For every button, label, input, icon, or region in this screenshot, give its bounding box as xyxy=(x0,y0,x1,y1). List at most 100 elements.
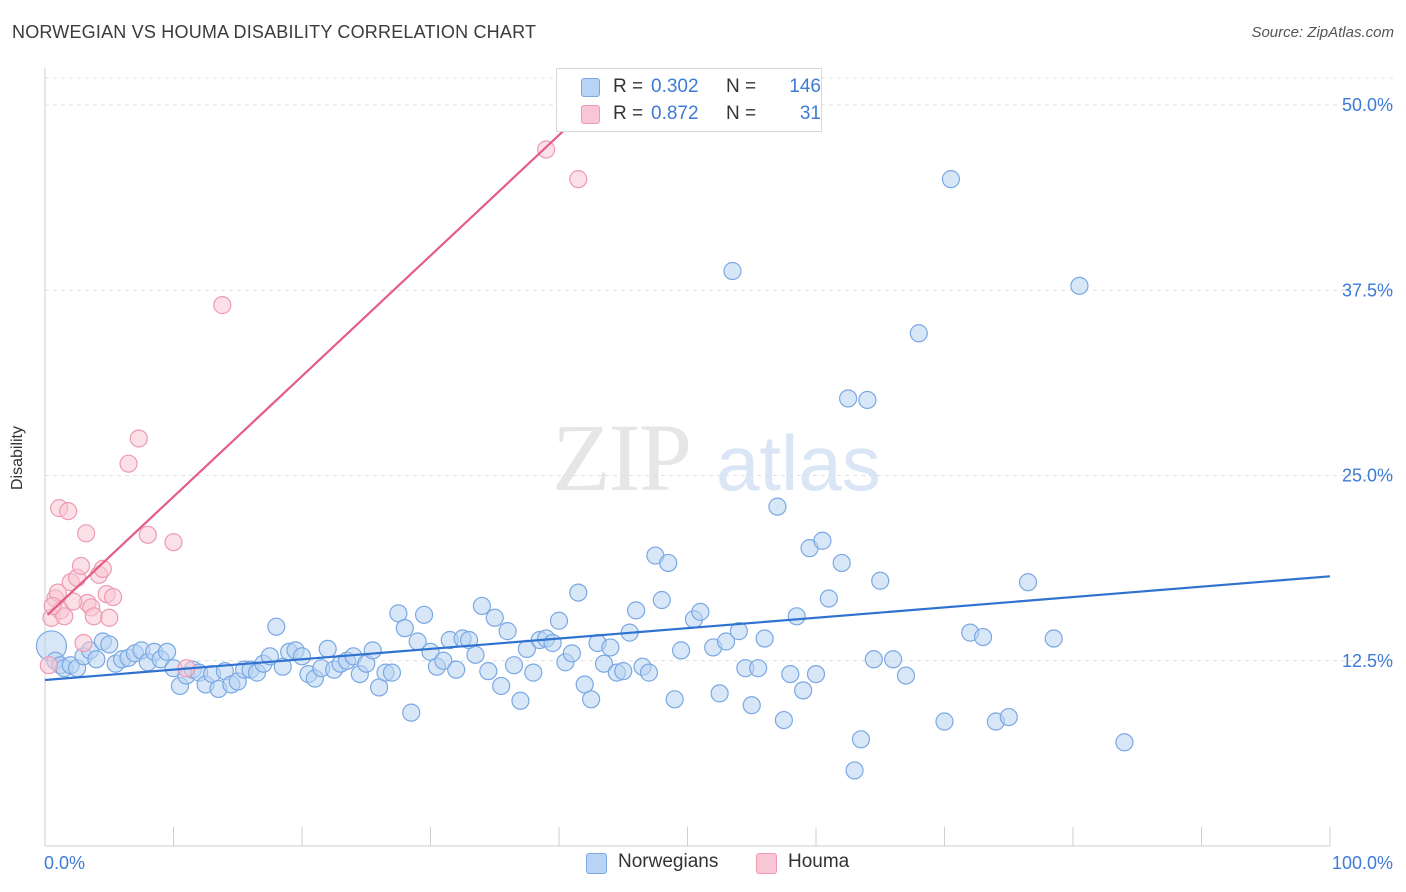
norwegians-point xyxy=(999,707,1018,727)
norwegians-point xyxy=(292,647,312,666)
norwegians-point xyxy=(524,663,543,682)
houma-point xyxy=(55,607,74,626)
norwegians-point xyxy=(794,681,813,700)
legend-r-value: 0.872 xyxy=(651,103,699,124)
legend-label-houma: Houma xyxy=(788,851,850,872)
norwegians-point xyxy=(434,651,453,670)
norwegians-point xyxy=(626,601,646,620)
watermark: ZIP atlas xyxy=(552,404,881,511)
legend-r-label: R = xyxy=(613,76,644,97)
watermark-atlas: atlas xyxy=(716,419,881,507)
y-tick-labels: 12.5% 25.0% 37.5% 50.0% xyxy=(1342,95,1393,671)
norwegians-point xyxy=(941,170,961,189)
norwegians-point xyxy=(665,690,684,709)
norwegians-point xyxy=(601,638,620,657)
houma-points xyxy=(39,140,588,678)
norwegians-point xyxy=(652,590,671,610)
norwegians-point xyxy=(479,662,498,681)
houma-point xyxy=(213,296,232,315)
legend-n-value: 146 xyxy=(789,76,821,97)
houma-point xyxy=(100,608,119,627)
norwegians-point xyxy=(466,645,485,664)
norwegians-point xyxy=(768,497,787,516)
norwegians-point xyxy=(935,712,954,731)
norwegians-point xyxy=(883,650,903,669)
norwegians-point xyxy=(716,632,736,651)
norwegians-point xyxy=(562,644,581,663)
trend-lines xyxy=(44,110,1331,682)
norwegians-point xyxy=(691,602,710,621)
norwegians-point xyxy=(819,589,838,608)
legend-swatch-norwegians xyxy=(581,78,600,97)
norwegians-point xyxy=(267,617,286,636)
norwegians-point xyxy=(382,663,402,682)
houma-point xyxy=(104,587,123,607)
norwegians-point xyxy=(839,389,858,408)
x-ticks xyxy=(173,827,1331,846)
gridlines xyxy=(45,77,1394,662)
norwegians-point xyxy=(582,690,601,709)
norwegians-point xyxy=(402,703,421,722)
norwegians-point xyxy=(755,629,774,648)
legend-r-value: 0.302 xyxy=(651,76,699,97)
norwegians-point xyxy=(973,627,993,647)
norwegians-point xyxy=(813,531,832,550)
norwegians-point xyxy=(569,583,588,602)
norwegians-point xyxy=(659,553,678,573)
norwegians-point xyxy=(543,633,562,653)
norwegians-point xyxy=(909,324,928,343)
houma-point xyxy=(71,556,91,576)
norwegians-point xyxy=(498,622,517,641)
legend-n-value: 31 xyxy=(799,103,821,124)
norwegians-point xyxy=(395,619,414,638)
houma-point xyxy=(64,592,83,611)
norwegians-point xyxy=(1070,276,1089,295)
norwegians-point xyxy=(749,659,768,678)
norwegians-point xyxy=(781,664,800,684)
x-tick-labels: 0.0% 100.0% xyxy=(44,853,1393,873)
norwegians-point xyxy=(832,553,851,573)
norwegians-point xyxy=(639,663,659,682)
y-tick-label: 50.0% xyxy=(1342,95,1393,115)
houma-point xyxy=(84,607,103,626)
legend-r-label: R = xyxy=(613,103,644,124)
norwegians-point xyxy=(414,605,434,624)
houma-point xyxy=(39,656,58,675)
houma-point xyxy=(569,170,588,189)
y-tick-label: 25.0% xyxy=(1342,466,1393,486)
norwegians-point xyxy=(858,390,877,410)
stats-legend: R = 0.302 N = 146 R = 0.872 N = 31 xyxy=(556,68,822,132)
norwegians-point xyxy=(742,696,761,715)
norwegians-point xyxy=(851,730,871,749)
norwegians-point xyxy=(864,650,883,669)
y-tick-label: 12.5% xyxy=(1342,651,1393,671)
norwegians-point xyxy=(157,642,177,661)
norwegians-point xyxy=(896,666,916,685)
norwegians-point xyxy=(774,710,793,730)
houma-point xyxy=(129,429,148,448)
legend-label-norwegians: Norwegians xyxy=(618,851,719,872)
houma-point xyxy=(74,633,93,653)
norwegians-point xyxy=(447,660,466,679)
norwegians-point xyxy=(871,571,890,590)
legend-swatch-houma xyxy=(581,105,600,124)
chart-title: NORWEGIAN VS HOUMA DISABILITY CORRELATIO… xyxy=(12,22,537,42)
x-tick-label: 100.0% xyxy=(1332,853,1393,873)
norwegians-point xyxy=(100,635,119,654)
norwegians-point xyxy=(318,639,337,659)
norwegians-point xyxy=(671,641,691,660)
norwegians-point xyxy=(1044,629,1063,648)
norwegians-point xyxy=(614,662,633,681)
source-label: Source: ZipAtlas.com xyxy=(1251,24,1394,41)
houma-point xyxy=(93,559,112,578)
norwegians-point xyxy=(472,596,491,616)
norwegians-point xyxy=(594,654,614,673)
watermark-zip: ZIP xyxy=(552,404,690,511)
norwegians-point xyxy=(511,691,530,710)
norwegians-point xyxy=(87,650,106,669)
legend-swatch-norwegians xyxy=(586,853,607,874)
norwegians-point xyxy=(549,611,569,630)
norwegians-point xyxy=(787,607,806,626)
houma-point xyxy=(164,533,183,552)
